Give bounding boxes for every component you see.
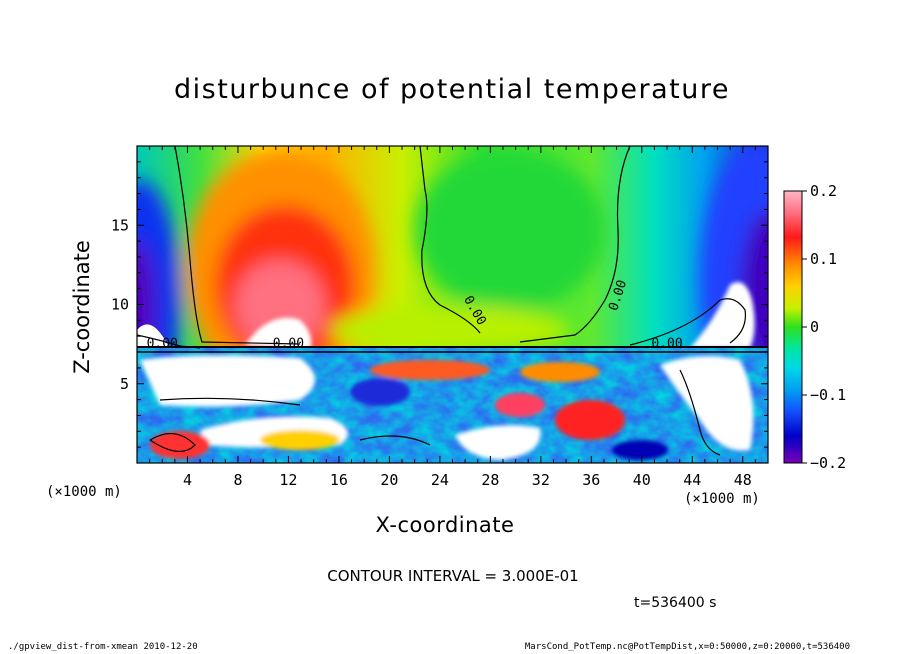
- y-unit-label: (×1000 m): [46, 484, 122, 500]
- colorbar-tick-label: 0.2: [810, 182, 837, 200]
- chart-title: disturbunce of potential temperature: [174, 74, 730, 105]
- x-tick-label: 48: [734, 471, 752, 489]
- x-axis-label: X-coordinate: [375, 513, 515, 537]
- colorbar-tick-label: −0.1: [810, 386, 846, 404]
- contour-label: 0.00: [147, 336, 178, 351]
- footer-right: MarsCond_PotTemp.nc@PotTempDist,x=0:5000…: [524, 642, 850, 652]
- y-tick-label: 10: [111, 296, 129, 314]
- colorbar-ticks: 0.2 0.1 0 −0.1 −0.2: [802, 182, 846, 472]
- y-axis: 5 10 15: [111, 161, 768, 448]
- contour-label: 0.00: [651, 336, 682, 351]
- x-tick-label: 12: [279, 471, 297, 489]
- heatmap-field: [137, 146, 768, 463]
- x-tick-label: 4: [183, 471, 192, 489]
- x-tick-label: 28: [481, 471, 499, 489]
- x-tick-label: 44: [683, 471, 701, 489]
- contour-interval-text: CONTOUR INTERVAL = 3.000E-01: [327, 567, 579, 585]
- x-tick-label: 16: [330, 471, 348, 489]
- y-tick-label: 15: [111, 216, 129, 234]
- y-axis-label: Z-coordinate: [70, 240, 94, 374]
- x-tick-label: 32: [532, 471, 550, 489]
- y-tick-label: 5: [120, 375, 129, 393]
- footer-left: ./gpview_dist-from-xmean 2010-12-20: [8, 642, 198, 652]
- colorbar-tick-label: 0.1: [810, 250, 837, 268]
- colorbar-tick-label: 0: [810, 318, 819, 336]
- x-tick-label: 36: [582, 471, 600, 489]
- x-tick-label: 8: [233, 471, 242, 489]
- x-tick-label: 40: [633, 471, 651, 489]
- colorbar: [784, 191, 802, 463]
- x-unit-label: (×1000 m): [684, 491, 760, 507]
- x-tick-label: 20: [380, 471, 398, 489]
- x-axis: 4 8 12 16 20 24 28 32 36 40 44 48: [149, 146, 756, 489]
- time-stamp: t=536400 s: [634, 595, 717, 611]
- contour-label: 0.00: [273, 336, 304, 351]
- colorbar-tick-label: −0.2: [810, 454, 846, 472]
- x-tick-label: 24: [431, 471, 449, 489]
